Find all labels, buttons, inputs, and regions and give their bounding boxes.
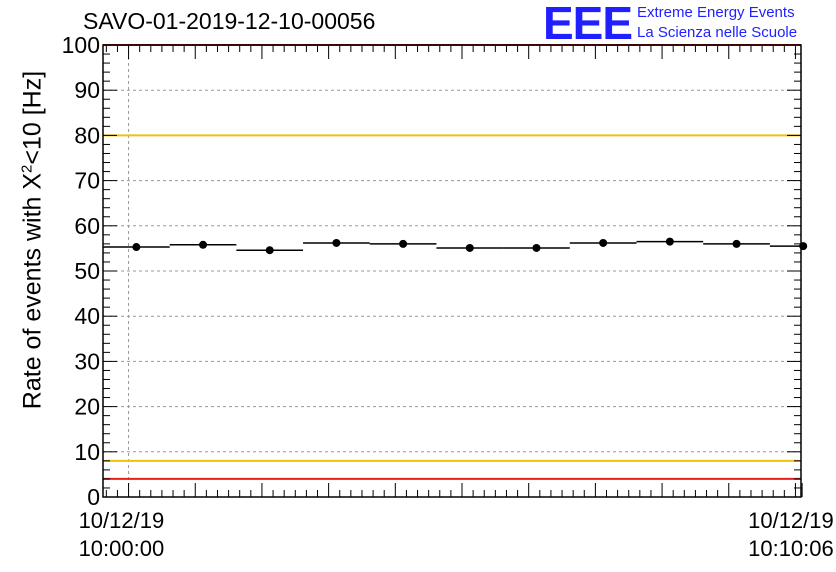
x-tick-label-time: 10:10:06 [748, 536, 834, 561]
y-tick-label: 20 [74, 394, 100, 420]
y-tick-label: 50 [74, 258, 100, 284]
y-tick-label: 10 [74, 439, 100, 465]
logo-line-1: Extreme Energy Events [637, 4, 795, 21]
y-tick-label: 80 [74, 122, 100, 148]
x-tick-label-date: 10/12/19 [78, 508, 165, 533]
data-point [665, 237, 674, 246]
y-tick-label: 90 [74, 77, 100, 103]
y-tick-label: 0 [87, 484, 100, 510]
data-point [599, 238, 608, 247]
y-tick-label: 100 [62, 32, 100, 58]
y-tick-label: 40 [74, 303, 100, 329]
data-point [732, 239, 741, 248]
eee-logo: EEE [543, 0, 633, 49]
logo-line-2: La Scienza nelle Scuole [637, 24, 798, 41]
y-tick-label: 70 [74, 168, 100, 194]
y-tick-label: 60 [74, 213, 100, 239]
x-tick-label-date: 10/12/19 [748, 508, 834, 533]
data-point [799, 242, 808, 251]
x-tick-label-time: 10:00:00 [78, 536, 165, 561]
data-point [465, 243, 474, 252]
data-point [532, 243, 541, 252]
data-point [199, 240, 208, 249]
chart-title: SAVO-01-2019-12-10-00056 [83, 8, 376, 34]
data-point [332, 238, 341, 247]
data-point [399, 239, 408, 248]
data-point [265, 246, 274, 255]
y-tick-label: 30 [74, 348, 100, 374]
data-point [132, 243, 141, 252]
